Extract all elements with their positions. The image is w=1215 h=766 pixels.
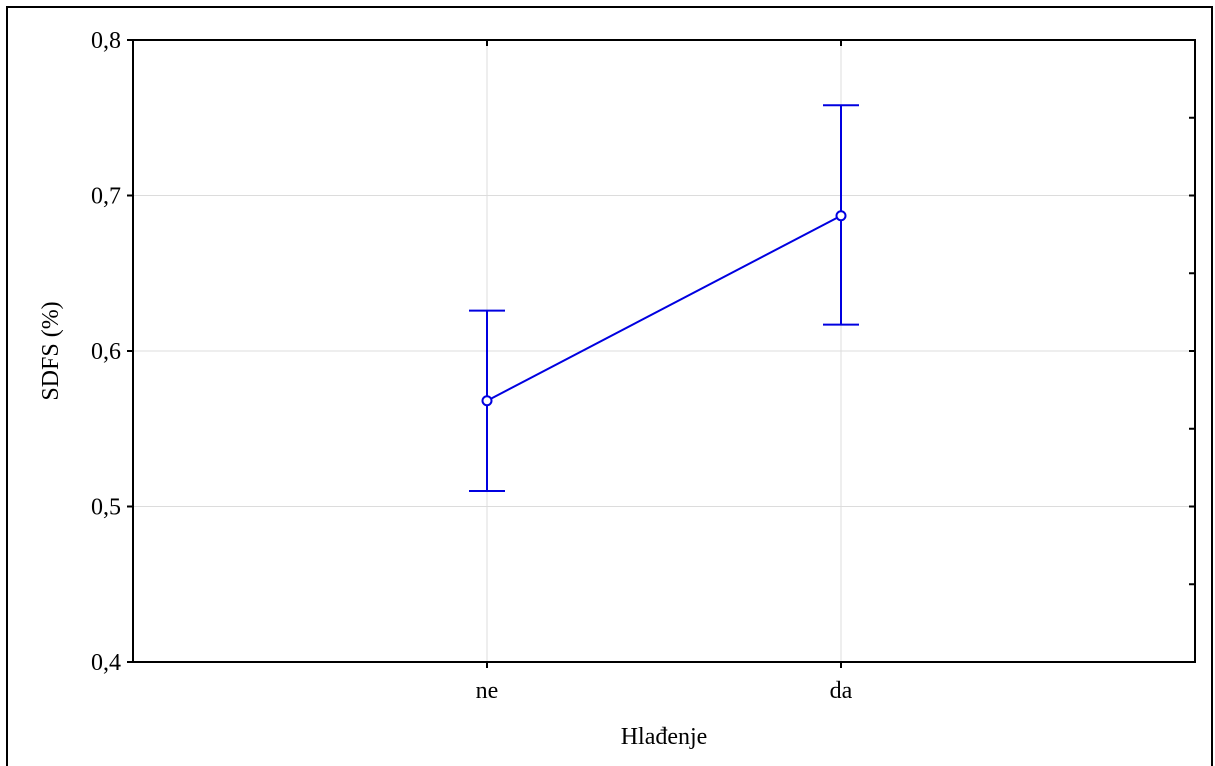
chart-frame — [6, 6, 1213, 766]
axis-ticks — [127, 39, 1195, 668]
series-line — [486, 214, 842, 402]
y-tick-labels: 0,4 0,5 0,6 0,7 0,8 — [91, 28, 121, 676]
x-axis-title: Hlađenje — [621, 724, 708, 750]
y-tick-label: 0,4 — [91, 650, 121, 676]
y-tick-label: 0,7 — [91, 184, 121, 210]
series-group — [469, 104, 859, 492]
x-tick-label: da — [830, 678, 853, 704]
y-tick-label: 0,6 — [91, 339, 121, 365]
x-tick-labels: ne da — [476, 678, 853, 704]
grid-lines — [133, 40, 1195, 662]
data-point — [835, 210, 847, 222]
y-axis-title: SDFS (%) — [38, 301, 64, 400]
x-tick-label: ne — [476, 678, 499, 704]
y-tick-label: 0,5 — [91, 495, 121, 521]
data-point — [481, 395, 493, 407]
y-tick-label: 0,8 — [91, 28, 121, 54]
